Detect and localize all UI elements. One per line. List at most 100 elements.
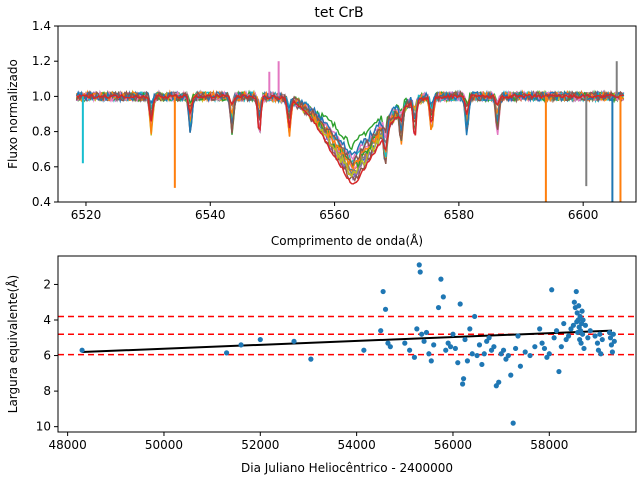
data-point xyxy=(447,344,454,350)
spectrum-panel: tet CrB 6520 6540 6560 6580 6600 0.4 0.6 0.8 1.0… xyxy=(6,5,637,248)
spectrum-y-tick-label: 1.0 xyxy=(32,89,51,103)
equivalent-width-ticks: 48000 50000 52000 54000 56000 58000 2 4 6 8 10 xyxy=(36,277,569,452)
data-point xyxy=(537,326,543,332)
data-point xyxy=(522,349,528,355)
data-point xyxy=(577,313,583,320)
data-point xyxy=(417,269,423,275)
spectrum-line xyxy=(75,89,625,182)
data-point xyxy=(551,335,557,341)
data-point xyxy=(486,335,492,341)
data-point xyxy=(291,338,297,344)
data-point xyxy=(607,335,614,341)
spectrum-x-tick-label: 6520 xyxy=(71,208,102,222)
data-point xyxy=(561,320,567,327)
data-point xyxy=(428,358,434,364)
data-point xyxy=(496,379,502,385)
data-point xyxy=(581,345,587,352)
data-point xyxy=(462,336,468,343)
data-point xyxy=(570,322,576,328)
spectrum-line xyxy=(75,89,625,156)
equivalent-width-y-tick-label: 2 xyxy=(43,277,51,291)
chart-title: tet CrB xyxy=(314,5,363,21)
equivalent-width-y-tick-label: 10 xyxy=(36,420,51,434)
data-point xyxy=(452,345,458,352)
spectrum-y-label: Fluxo normalizado xyxy=(6,59,20,169)
data-point xyxy=(464,358,471,364)
equivalent-width-x-tick-label: 56000 xyxy=(434,438,472,452)
spectrum-line xyxy=(76,89,625,161)
data-point xyxy=(469,351,475,357)
equivalent-width-content xyxy=(58,262,636,426)
data-point xyxy=(450,331,456,337)
spectrum-x-tick-label: 6560 xyxy=(319,208,350,222)
spectrum-ticks: 6520 6540 6560 6580 6600 0.4 0.6 0.8 1.0 1.2 1.4 xyxy=(32,19,599,222)
data-point xyxy=(517,363,524,369)
data-point xyxy=(79,347,85,353)
data-point xyxy=(223,350,230,356)
data-point xyxy=(579,308,585,314)
equivalent-width-x-tick-label: 50000 xyxy=(145,438,183,452)
data-point xyxy=(378,328,384,334)
data-point xyxy=(467,326,473,332)
data-point xyxy=(474,352,480,359)
data-point xyxy=(435,304,442,311)
data-point xyxy=(308,356,314,362)
data-point xyxy=(571,299,577,305)
data-point xyxy=(556,368,562,375)
data-point xyxy=(407,347,413,353)
spectrum-line xyxy=(75,89,625,178)
data-point xyxy=(491,344,497,350)
data-point xyxy=(515,333,521,339)
spectrum-line-deepest xyxy=(76,93,624,185)
equivalent-width-panel: 48000 50000 52000 54000 56000 58000 2 4 6 8 10 Dia… xyxy=(5,255,637,475)
data-point xyxy=(238,342,244,348)
equivalent-width-x-tick-label: 54000 xyxy=(338,438,376,452)
equivalent-width-axes-frame xyxy=(57,255,637,433)
data-point xyxy=(578,340,584,346)
spectrum-y-tick-label: 1.2 xyxy=(32,54,51,68)
data-point xyxy=(257,336,263,343)
data-point xyxy=(472,313,478,320)
data-point xyxy=(592,333,598,339)
spectrum-x-tick-label: 6540 xyxy=(195,208,226,222)
data-point xyxy=(505,352,511,359)
equivalent-width-x-tick-label: 52000 xyxy=(241,438,279,452)
data-point xyxy=(609,349,615,355)
data-point xyxy=(426,351,432,357)
spectrum-y-tick-label: 0.8 xyxy=(32,125,51,139)
data-point xyxy=(438,276,444,282)
spectrum-line xyxy=(75,89,625,169)
spectrum-y-tick-label: 0.4 xyxy=(32,195,51,209)
spectrum-y-tick-label: 0.6 xyxy=(32,160,51,174)
equivalent-width-y-tick-label: 8 xyxy=(43,384,51,398)
trend-fit-line xyxy=(82,329,612,353)
spectrum-series xyxy=(75,61,625,202)
data-point xyxy=(421,338,427,344)
equivalent-width-y-tick-label: 6 xyxy=(43,349,51,363)
data-point xyxy=(587,328,593,334)
equivalent-width-y-label: Largura equivalente(Å) xyxy=(5,275,20,413)
spectrum-axes-frame xyxy=(57,25,637,203)
data-point xyxy=(608,342,615,348)
data-point xyxy=(611,338,617,344)
data-point xyxy=(594,340,601,346)
data-point xyxy=(546,351,552,357)
data-point xyxy=(431,342,437,348)
data-point xyxy=(402,340,408,346)
data-point xyxy=(512,345,519,352)
data-point xyxy=(443,347,449,353)
data-point xyxy=(460,376,467,382)
data-point xyxy=(460,381,466,387)
data-point xyxy=(414,326,420,332)
spectrum-x-tick-label: 6600 xyxy=(568,208,599,222)
data-point xyxy=(597,331,603,337)
data-point xyxy=(598,351,604,357)
data-point xyxy=(579,331,586,337)
data-point xyxy=(510,420,516,426)
spectrum-line xyxy=(75,89,624,181)
data-point xyxy=(479,361,485,368)
data-point xyxy=(558,344,564,350)
data-point xyxy=(481,351,487,357)
data-point xyxy=(539,340,545,346)
